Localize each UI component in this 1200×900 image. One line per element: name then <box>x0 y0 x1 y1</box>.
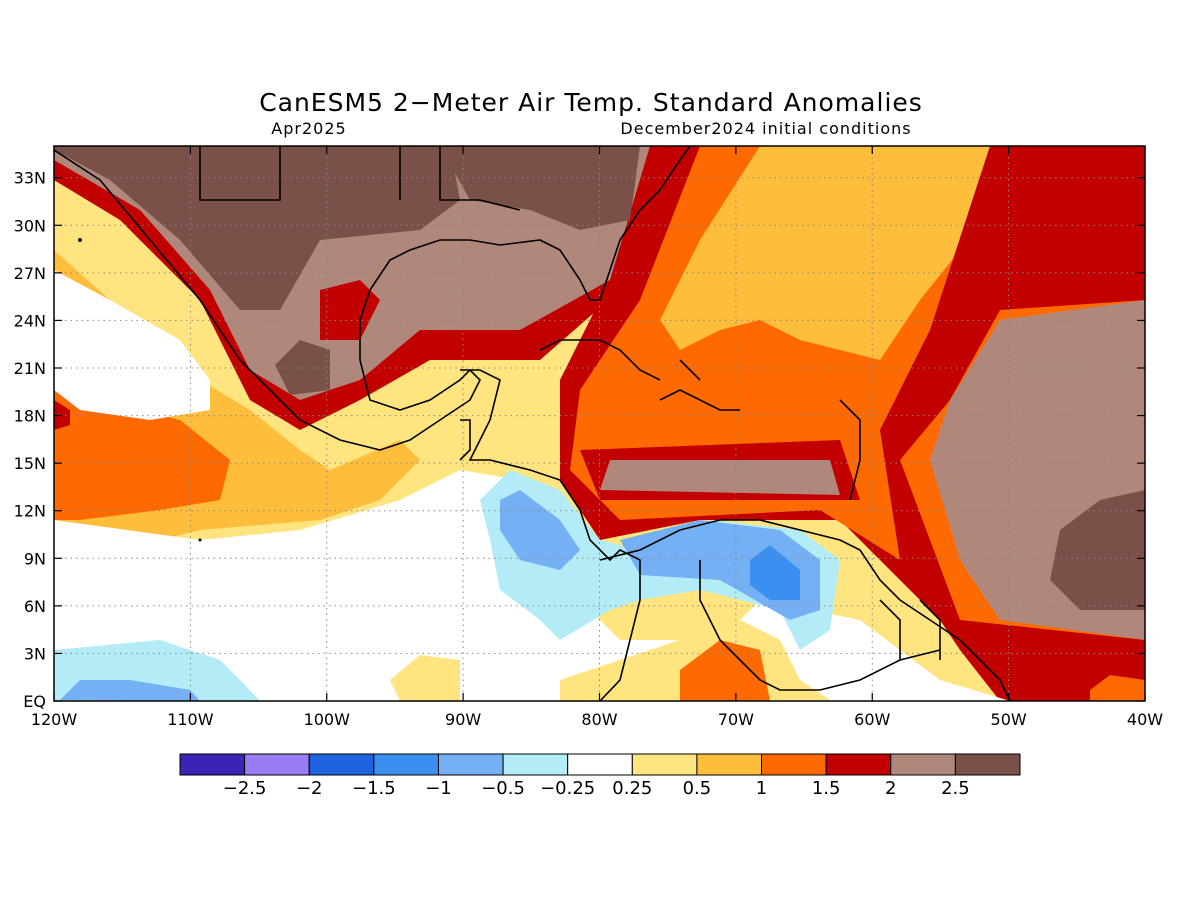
lat-tick-label: 24N <box>14 311 46 330</box>
colorbar-label: −0.5 <box>481 778 525 799</box>
lat-tick-label: 33N <box>14 169 46 188</box>
lon-tick-label: 80W <box>581 710 617 729</box>
lon-tick-label: 40W <box>1127 710 1163 729</box>
map-subtitle-month: Apr2025 <box>271 119 346 138</box>
colorbar-label: −1 <box>425 778 452 799</box>
lon-tick-label: 110W <box>167 710 214 729</box>
colorbar-label: 0.5 <box>683 778 712 799</box>
map-title: CanESM5 2−Meter Air Temp. Standard Anoma… <box>259 88 923 117</box>
colorbar-swatch <box>761 753 827 776</box>
longitude-axis: 120W 110W 100W 90W 80W 70W 60W 50W 40W <box>31 146 1163 729</box>
colorbar-swatch <box>825 753 892 776</box>
colorbar-swatch <box>502 753 569 776</box>
colorbar-swatch <box>437 753 504 776</box>
colorbar-swatch <box>179 753 246 776</box>
colorbar-swatch <box>373 753 439 776</box>
latitude-axis: 33N 30N 27N 24N 21N 18N 15N 12N 9N 6N 3N EQ <box>14 169 1145 711</box>
colorbar-label: 0.25 <box>612 778 652 799</box>
lat-tick-label: EQ <box>23 692 46 711</box>
anomaly-field <box>54 146 1145 701</box>
colorbar-label: 2 <box>885 778 896 799</box>
colorbar-label: −2 <box>296 778 323 799</box>
lat-tick-label: 12N <box>14 502 46 521</box>
colorbar-swatch <box>308 753 375 776</box>
colorbar: −2.5 −2 −1.5 −1 −0.5 −0.25 0.25 0.5 1 1.5 2 2.5 <box>179 753 1021 799</box>
colorbar-swatch <box>567 753 633 776</box>
colorbar-label: 1 <box>756 778 767 799</box>
map-subtitle-init: December2024 initial conditions <box>620 119 911 138</box>
lat-tick-label: 18N <box>14 407 46 426</box>
colorbar-label: 1.5 <box>812 778 841 799</box>
colorbar-label: −1.5 <box>352 778 396 799</box>
lon-tick-label: 50W <box>991 710 1027 729</box>
coast-speck <box>78 238 82 242</box>
overlay-group <box>54 146 1145 701</box>
coastline-outlines <box>54 146 1011 701</box>
lat-tick-label: 21N <box>14 359 46 378</box>
colorbar-label: 2.5 <box>941 778 970 799</box>
lat-tick-label: 27N <box>14 264 46 283</box>
lat-tick-label: 15N <box>14 454 46 473</box>
coast-speck <box>198 538 202 542</box>
colorbar-swatch <box>954 753 1021 776</box>
lon-tick-label: 90W <box>445 710 481 729</box>
lon-tick-label: 100W <box>304 710 351 729</box>
lon-tick-label: 120W <box>31 710 78 729</box>
colorbar-swatch <box>244 753 310 776</box>
lat-tick-label: 9N <box>24 549 46 568</box>
lat-tick-label: 6N <box>24 597 46 616</box>
lat-tick-label: 30N <box>14 216 46 235</box>
lon-tick-label: 60W <box>854 710 890 729</box>
lat-tick-label: 3N <box>24 644 46 663</box>
colorbar-swatch <box>890 753 956 776</box>
colorbar-swatch <box>631 753 698 776</box>
gridlines <box>54 146 1145 701</box>
colorbar-swatch <box>696 753 763 776</box>
colorbar-label: −2.5 <box>223 778 267 799</box>
lon-tick-label: 70W <box>718 710 754 729</box>
colorbar-label: −0.25 <box>540 778 595 799</box>
